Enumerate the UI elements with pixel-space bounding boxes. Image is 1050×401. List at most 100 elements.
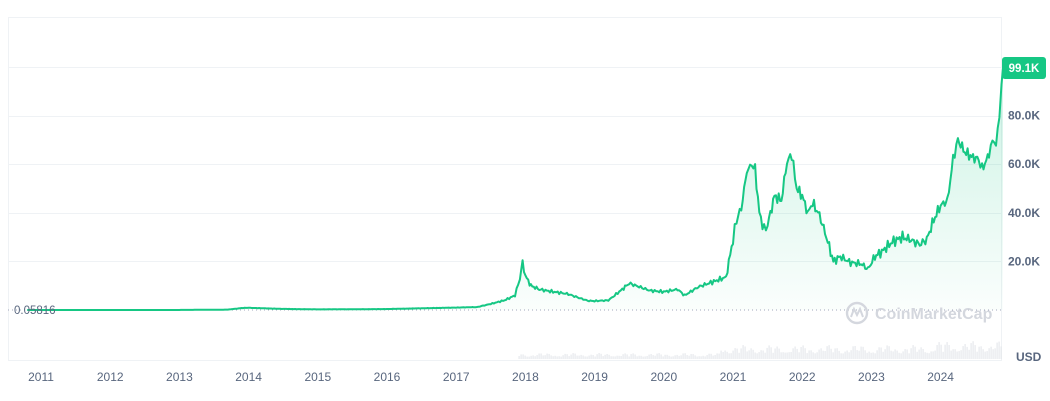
volume-bar: [964, 344, 966, 359]
volume-bar: [988, 348, 990, 359]
volume-bar: [552, 356, 554, 359]
volume-bar: [562, 355, 564, 359]
volume-bar: [702, 355, 704, 359]
volume-bar: [744, 346, 746, 359]
volume-bar: [784, 352, 786, 359]
price-line-path: [27, 69, 1004, 311]
volume-bar: [820, 348, 822, 359]
volume-bar: [656, 353, 658, 359]
volume-bar: [792, 348, 794, 359]
volume-bar: [936, 345, 938, 359]
volume-bar: [754, 352, 756, 359]
coinmarketcap-logo-wave: [850, 306, 864, 318]
volume-bar: [734, 348, 736, 359]
volume-bar: [526, 356, 528, 359]
volume-bar: [566, 354, 568, 359]
volume-bar: [896, 350, 898, 359]
volume-bar: [738, 352, 740, 359]
volume-bar: [850, 350, 852, 359]
volume-bar: [682, 353, 684, 359]
volume-bar: [926, 352, 928, 359]
volume-bar: [594, 356, 596, 359]
volume-bar: [766, 347, 768, 359]
volume-bar: [806, 353, 808, 359]
volume-bar: [894, 349, 896, 359]
volume-bar: [846, 350, 848, 359]
x-tick-label: 2021: [720, 370, 747, 384]
volume-bar: [832, 352, 834, 359]
volume-bar: [950, 350, 952, 359]
volume-bars: [518, 341, 1002, 359]
volume-bar: [642, 356, 644, 359]
volume-bar: [938, 342, 940, 359]
volume-bar: [558, 356, 560, 359]
volume-bar: [522, 354, 524, 359]
volume-bar: [954, 349, 956, 359]
volume-bar: [978, 346, 980, 359]
x-tick-label: 2016: [374, 370, 401, 384]
volume-bar: [984, 351, 986, 359]
volume-bar: [972, 341, 974, 359]
volume-bar: [746, 351, 748, 359]
volume-bar: [810, 350, 812, 359]
volume-bar: [920, 347, 922, 359]
volume-bar: [822, 350, 824, 359]
volume-bar: [788, 352, 790, 359]
volume-bar: [808, 350, 810, 359]
coinmarketcap-logo-icon: [845, 301, 869, 325]
volume-bar: [986, 351, 988, 359]
volume-bar: [686, 355, 688, 359]
volume-bar: [750, 348, 752, 359]
volume-bar: [996, 342, 998, 359]
current-price-badge-bg: [1002, 57, 1046, 79]
volume-bar: [740, 348, 742, 359]
current-price-badge: 99.1K: [1002, 57, 1046, 79]
volume-bar: [676, 354, 678, 359]
volume-bar: [626, 354, 628, 359]
volume-bar: [990, 346, 992, 359]
volume-bar: [852, 346, 854, 359]
volume-bar: [922, 349, 924, 359]
volume-bar: [974, 345, 976, 359]
volume-bar: [704, 356, 706, 359]
volume-bar: [890, 350, 892, 359]
volume-bar: [568, 356, 570, 359]
volume-bar: [674, 355, 676, 359]
volume-bar: [818, 349, 820, 359]
x-tick-label: 2017: [443, 370, 470, 384]
volume-bar: [882, 351, 884, 359]
volume-bar: [732, 350, 734, 359]
x-tick-label: 2012: [97, 370, 124, 384]
volume-bar: [908, 353, 910, 359]
volume-bar: [892, 351, 894, 359]
volume-bar: [600, 353, 602, 359]
volume-bar: [854, 346, 856, 359]
volume-bar: [608, 354, 610, 359]
volume-bar: [634, 354, 636, 359]
volume-bar: [840, 353, 842, 359]
volume-bar: [866, 352, 868, 359]
volume-bar: [692, 354, 694, 359]
x-tick-label: 2015: [304, 370, 331, 384]
volume-bar: [722, 352, 724, 359]
volume-bar: [538, 353, 540, 359]
currency-unit-label: USD: [1016, 350, 1042, 364]
volume-bar: [898, 352, 900, 359]
volume-bar: [730, 353, 732, 359]
volume-bar: [688, 355, 690, 359]
x-tick-label: 2011: [28, 370, 54, 384]
volume-bar: [752, 349, 754, 359]
volume-bar: [684, 353, 686, 359]
volume-bar: [548, 353, 550, 359]
volume-bar: [982, 349, 984, 359]
volume-bar: [710, 353, 712, 359]
volume-bar: [774, 348, 776, 359]
volume-bar: [916, 351, 918, 359]
volume-bar: [886, 345, 888, 359]
volume-bar: [606, 354, 608, 359]
volume-bar: [708, 353, 710, 359]
volume-bar: [520, 354, 522, 359]
volume-bar: [706, 355, 708, 359]
volume-bar: [714, 355, 716, 359]
volume-bar: [992, 349, 994, 359]
